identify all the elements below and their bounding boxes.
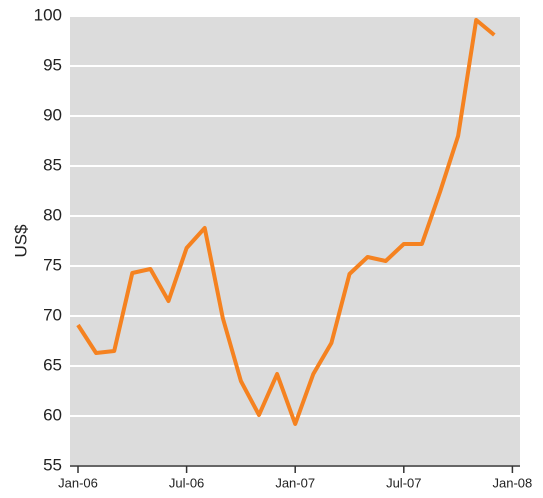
y-tick-label: 80	[43, 205, 62, 224]
y-tick-label: 75	[43, 255, 62, 274]
x-tick-label: Jul-06	[169, 475, 204, 490]
y-axis-label: US$	[11, 224, 30, 258]
y-tick-label: 90	[43, 105, 62, 124]
y-tick-label: 70	[43, 305, 62, 324]
x-tick-label: Jul-07	[386, 475, 421, 490]
y-tick-label: 100	[34, 5, 62, 24]
y-tick-label: 55	[43, 455, 62, 474]
plot-area	[70, 16, 520, 466]
data-line	[76, 18, 496, 426]
y-tick-label: 95	[43, 55, 62, 74]
x-tick-label: Jan-06	[58, 475, 98, 490]
y-tick-label: 85	[43, 155, 62, 174]
y-tick-label: 60	[43, 405, 62, 424]
y-tick-label: 65	[43, 355, 62, 374]
x-tick-label: Jan-08	[493, 475, 533, 490]
x-tick-label: Jan-07	[275, 475, 315, 490]
